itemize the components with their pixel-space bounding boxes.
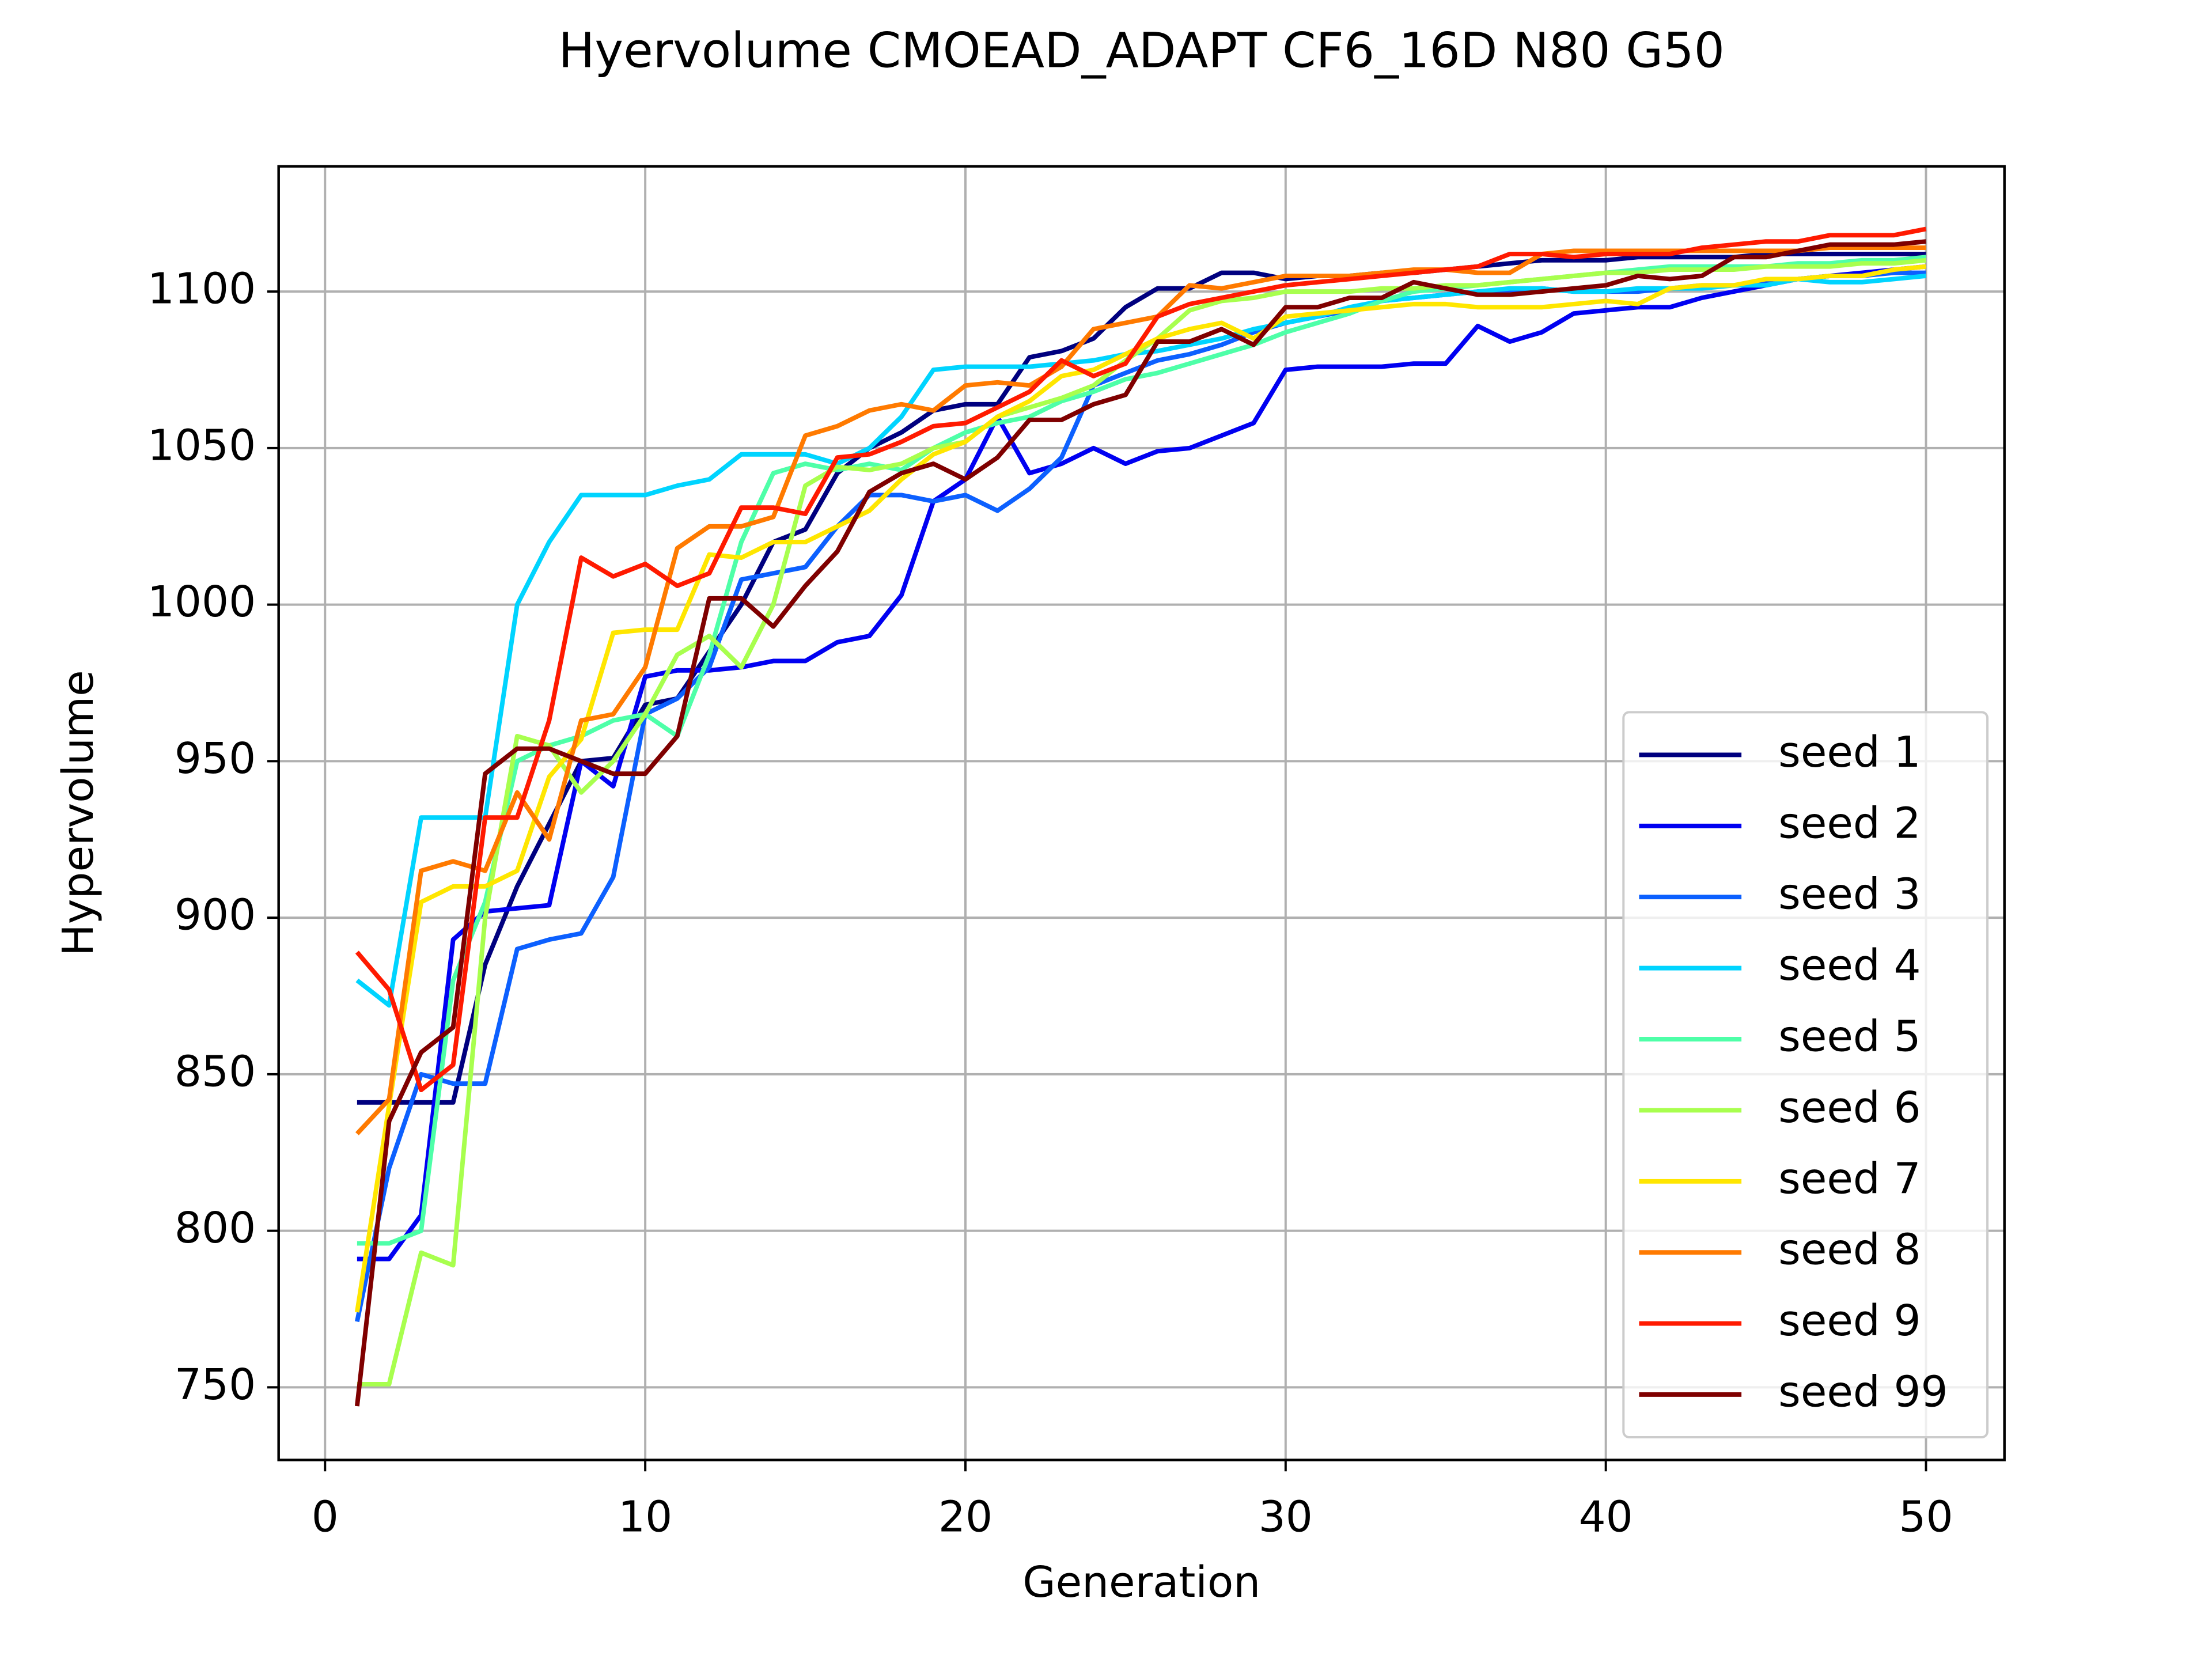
series-line <box>357 257 1926 1387</box>
legend-label: seed 8 <box>1778 1225 1921 1275</box>
x-tick-label: 10 <box>618 1493 672 1542</box>
x-tick-label: 50 <box>1899 1493 1953 1542</box>
series-line <box>355 226 1927 1093</box>
y-tick-label: 1050 <box>147 421 256 470</box>
plot-frame <box>277 165 2006 1461</box>
legend-label: seed 3 <box>1778 870 1921 919</box>
legend-label: seed 9 <box>1778 1296 1921 1346</box>
series-line <box>354 264 1926 1313</box>
series-line <box>355 274 1926 1008</box>
y-axis-label: Hypervolume <box>54 670 103 956</box>
legend-label: seed 99 <box>1778 1367 1948 1416</box>
legend-label: seed 6 <box>1778 1083 1921 1132</box>
series-line <box>354 239 1926 1407</box>
x-axis-label: Generation <box>1022 1558 1260 1607</box>
chart-title: Hyervolume CMOEAD_ADAPT CF6_16D N80 G50 <box>558 22 1725 79</box>
x-tick-label: 30 <box>1259 1493 1313 1542</box>
legend-label: seed 5 <box>1778 1012 1921 1062</box>
series-line <box>357 255 1926 1246</box>
y-tick-label: 800 <box>175 1203 256 1253</box>
series-line <box>355 245 1926 1135</box>
y-tick-label: 750 <box>175 1360 256 1410</box>
x-tick-label: 40 <box>1579 1493 1633 1542</box>
y-tick-label: 1100 <box>147 264 256 314</box>
legend-label: seed 2 <box>1778 798 1921 848</box>
legend-label: seed 1 <box>1778 728 1921 777</box>
legend-label: seed 4 <box>1778 941 1921 990</box>
x-tick-label: 0 <box>312 1493 339 1542</box>
y-tick-label: 950 <box>175 734 256 783</box>
y-tick-label: 850 <box>175 1047 256 1096</box>
legend-label: seed 7 <box>1778 1154 1921 1203</box>
y-tick-label: 900 <box>175 891 256 940</box>
legend-box <box>1622 711 1989 1438</box>
y-tick-label: 1000 <box>147 577 256 627</box>
series-line <box>357 264 1926 1262</box>
legend: seed 1 seed 2 seed 3 seed 4 seed 5 seed 6 seed… <box>1622 711 1989 1438</box>
x-tick-label: 20 <box>938 1493 993 1542</box>
series-line <box>357 251 1926 1105</box>
